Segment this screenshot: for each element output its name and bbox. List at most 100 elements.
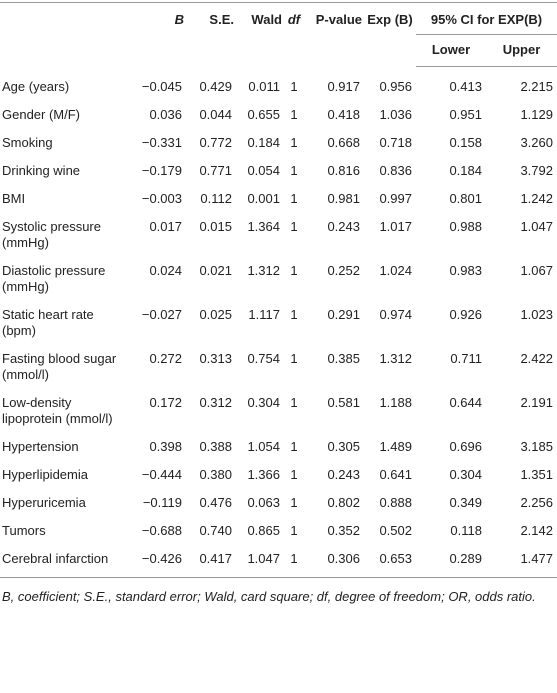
cell: 0.024 <box>149 263 182 278</box>
row-label: Age (years) <box>2 78 70 94</box>
cell: 0.772 <box>199 135 232 150</box>
cell: 0.418 <box>327 107 360 122</box>
table-row: BMI −0.003 0.112 0.001 1 0.981 0.997 0.801 1.242 <box>0 185 557 213</box>
row-label: Cerebral infarction <box>2 551 109 566</box>
cell: 1 <box>290 551 298 566</box>
cell: 0.836 <box>379 163 412 178</box>
table-row: Drinking wine −0.179 0.771 0.054 1 0.816 0.836… <box>0 157 557 185</box>
cell: 1 <box>290 351 298 366</box>
cell: 0.951 <box>449 107 482 122</box>
cell: 0.641 <box>379 467 412 482</box>
cell: 0.305 <box>327 439 360 454</box>
cell: 1 <box>290 191 298 206</box>
cell: 0.054 <box>247 163 280 178</box>
cell: 0.380 <box>199 467 232 482</box>
cell: 0.184 <box>449 163 482 178</box>
cell: 0.015 <box>199 219 232 234</box>
column-subheader: Lower <box>416 34 486 67</box>
cell: 1.024 <box>379 263 412 278</box>
cell: 1.188 <box>379 395 412 410</box>
cell: 0.974 <box>379 307 412 322</box>
cell: 2.191 <box>520 395 553 410</box>
cell: 2.215 <box>520 79 553 94</box>
cell: 2.142 <box>520 523 553 538</box>
table-row: Tumors −0.688 0.740 0.865 1 0.352 0.502 0.118 2.… <box>0 517 557 545</box>
cell: 0.172 <box>149 395 182 410</box>
row-label: Gender (M/F) <box>2 107 81 122</box>
cell: 0.112 <box>200 191 232 206</box>
row-label: Static heart rate (bpm) <box>2 307 94 338</box>
cell: 0.502 <box>379 523 412 538</box>
row-label: Tumors <box>2 523 46 538</box>
cell: 0.888 <box>379 495 412 510</box>
cell: 1 <box>290 135 298 150</box>
cell: 1 <box>290 307 298 322</box>
cell: 0.306 <box>327 551 360 566</box>
cell: 0.025 <box>199 307 232 322</box>
cell: 0.352 <box>327 523 360 538</box>
cell: 0.801 <box>449 191 482 206</box>
cell: 3.792 <box>520 163 553 178</box>
table-row: Hyperlipidemia −0.444 0.380 1.366 1 0.243 0.64… <box>0 461 557 489</box>
cell: 0.313 <box>199 351 232 366</box>
cell: −0.119 <box>142 495 182 510</box>
column-header: P-value <box>315 12 362 27</box>
cell: 0.044 <box>199 107 232 122</box>
cell: 0.476 <box>199 495 232 510</box>
cell: 0.021 <box>199 263 232 278</box>
column-header: B <box>174 12 184 27</box>
column-header: Wald <box>251 12 282 27</box>
row-label: Smoking <box>2 135 53 150</box>
cell: 0.304 <box>247 395 280 410</box>
row-label: Hyperlipidemia <box>2 467 88 482</box>
cell: −0.444 <box>141 467 182 482</box>
cell: 0.711 <box>450 351 482 366</box>
cell: −0.331 <box>141 135 182 150</box>
cell: 0.644 <box>449 395 482 410</box>
cell: −0.027 <box>141 307 182 322</box>
cell: 0.001 <box>247 191 280 206</box>
cell: 0.802 <box>327 495 360 510</box>
column-header: Exp (B) <box>367 12 413 27</box>
cell: 1 <box>290 107 298 122</box>
cell: 1.054 <box>247 439 280 454</box>
subheader-row: Lower Upper <box>0 34 557 67</box>
header-row: B S.E. Wald df P-value Exp (B) 95% CI fo… <box>0 2 557 35</box>
cell: 0.289 <box>449 551 482 566</box>
table-row: Hypertension 0.398 0.388 1.054 1 0.305 1.489 0.… <box>0 433 557 461</box>
cell: 0.983 <box>449 263 482 278</box>
cell: 0.997 <box>379 191 412 206</box>
column-group-header: 95% CI for EXP(B) <box>416 2 557 35</box>
cell: 3.185 <box>520 439 553 454</box>
row-label: Hypertension <box>2 439 79 454</box>
table-body: Age (years) −0.045 0.429 0.011 1 0.917 0.956 0.… <box>0 67 557 578</box>
cell: 0.988 <box>449 219 482 234</box>
cell: 1.312 <box>247 263 280 278</box>
cell: −0.045 <box>141 78 182 94</box>
table-row: Age (years) −0.045 0.429 0.011 1 0.917 0.956 0.… <box>0 67 557 102</box>
cell: −0.003 <box>141 191 182 206</box>
cell: 1.023 <box>520 307 553 322</box>
results-table: B S.E. Wald df P-value Exp (B) 95% CI fo… <box>0 2 557 578</box>
cell: 0.754 <box>247 351 280 366</box>
cell: 1 <box>290 219 298 234</box>
cell: 0.668 <box>327 135 360 150</box>
row-label: Low-density lipoprotein (mmol/l) <box>2 395 113 426</box>
row-label: Fasting blood sugar (mmol/l) <box>2 351 117 382</box>
cell: 0.272 <box>149 351 182 366</box>
row-label: Drinking wine <box>2 163 81 178</box>
cell: 0.696 <box>449 439 482 454</box>
cell: 0.063 <box>247 495 280 510</box>
cell: 0.349 <box>449 495 482 510</box>
cell: 0.865 <box>247 523 280 538</box>
cell: −0.426 <box>141 551 182 566</box>
cell: 0.653 <box>379 551 412 566</box>
cell: 0.771 <box>199 163 232 178</box>
row-label: Systolic pressure (mmHg) <box>2 219 101 250</box>
cell: −0.179 <box>141 163 182 178</box>
cell: 0.184 <box>247 135 280 150</box>
cell: 1 <box>290 439 298 454</box>
cell: 1 <box>290 523 298 538</box>
cell: 1.489 <box>379 439 412 454</box>
column-header: S.E. <box>209 12 234 27</box>
